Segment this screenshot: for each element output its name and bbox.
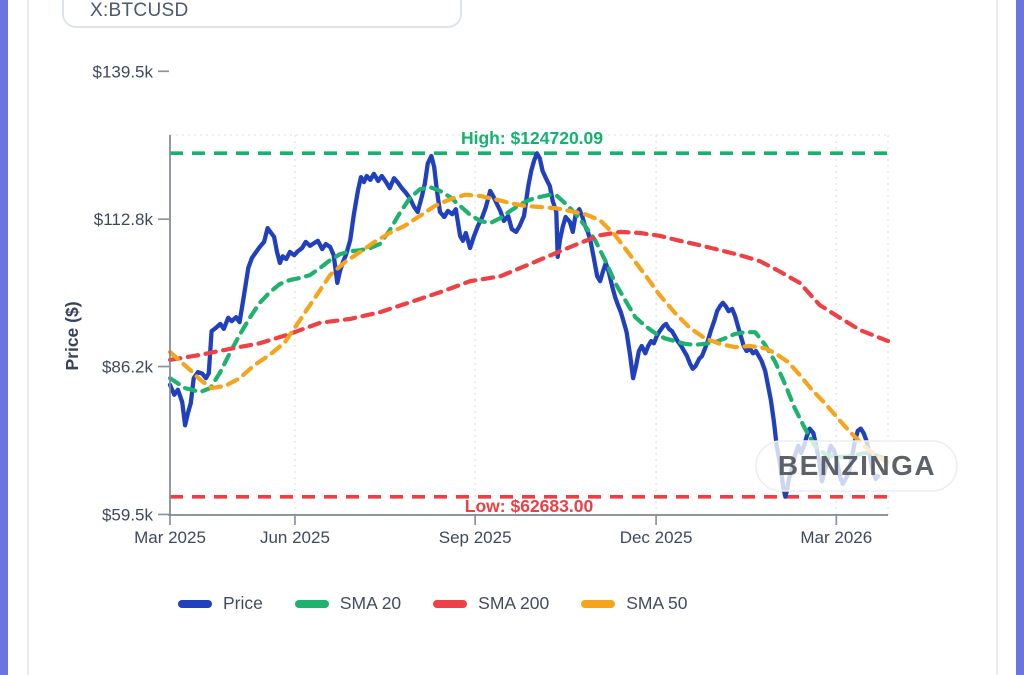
legend-item-sma50: SMA 50 bbox=[581, 593, 688, 614]
legend-label-sma50: SMA 50 bbox=[626, 593, 688, 613]
legend-item-price: Price bbox=[178, 593, 263, 614]
page-edge-right bbox=[1016, 0, 1024, 675]
x-tick-label: Mar 2026 bbox=[800, 528, 872, 547]
legend-item-sma20: SMA 20 bbox=[294, 593, 402, 614]
legend-label-sma200: SMA 200 bbox=[478, 593, 550, 613]
x-tick-label: Jun 2025 bbox=[260, 528, 330, 547]
symbol-label: X:BTCUSD bbox=[90, 0, 189, 21]
y-tick-label: $86.2k bbox=[102, 358, 154, 377]
legend-label-price: Price bbox=[223, 593, 263, 613]
series-line-sma-20 bbox=[167, 185, 891, 462]
series-line-sma-200 bbox=[167, 229, 891, 362]
low-annotation: Low: $62683.00 bbox=[465, 496, 594, 516]
benzinga-watermark: BENZINGA bbox=[755, 440, 958, 492]
legend-swatch-sma50 bbox=[581, 599, 616, 608]
y-tick-label: $59.5k bbox=[102, 505, 154, 524]
threshold-lines bbox=[170, 151, 888, 499]
series-line-sma-50 bbox=[167, 192, 891, 465]
x-tick-label: Sep 2025 bbox=[439, 528, 512, 547]
card-border-left bbox=[27, 0, 29, 675]
legend-swatch-sma200 bbox=[433, 599, 468, 608]
y-tick-label: $139.5k bbox=[93, 62, 154, 81]
y-axis-title: Price ($) bbox=[62, 301, 82, 370]
page-edge-left bbox=[0, 0, 8, 675]
symbol-select[interactable]: X:BTCUSD bbox=[62, 0, 462, 28]
watermark-text: BENZINGA bbox=[778, 450, 936, 481]
chart-legend: Price SMA 20 SMA 200 SMA 50 bbox=[178, 593, 688, 614]
axes: $139.5k $112.8k $86.2k $59.5k Mar 2025 Jun 20… bbox=[93, 62, 888, 547]
card-border-right bbox=[996, 0, 998, 675]
legend-swatch-sma20 bbox=[294, 599, 329, 608]
legend-label-sma20: SMA 20 bbox=[339, 593, 402, 613]
legend-item-sma200: SMA 200 bbox=[433, 593, 549, 614]
x-tick-label: Dec 2025 bbox=[620, 528, 693, 547]
high-annotation: High: $124720.09 bbox=[461, 128, 603, 148]
x-tick-label: Mar 2025 bbox=[134, 528, 206, 547]
y-tick-label: $112.8k bbox=[94, 210, 154, 229]
legend-swatch-price bbox=[178, 599, 212, 608]
watermark-pill bbox=[755, 440, 958, 492]
